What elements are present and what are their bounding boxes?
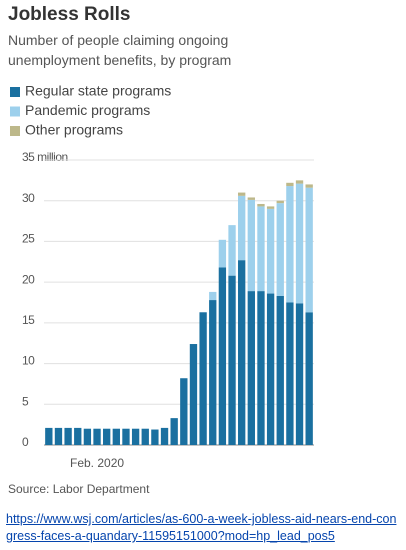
bar-segment [247,199,255,292]
bar-segment [276,295,284,445]
bar-segment [257,291,265,445]
bar-segment [112,428,120,445]
bar-segment [286,302,294,445]
bar-segment [305,184,313,188]
y-tick-label: 0 [22,435,29,449]
bar-segment [276,200,284,204]
bar-segment [247,197,255,200]
x-tick-label: Feb. 2020 [70,456,124,470]
bar-segment [54,427,63,445]
bar-segment [170,418,178,445]
bar-segment [295,180,304,184]
bar-segment [45,427,53,445]
bar-segment [228,275,236,445]
y-tick-label: 5 [22,394,29,408]
bar-segment [83,428,92,445]
bar-segment [131,428,140,445]
bar-segment [122,428,130,445]
bar-segment [257,206,265,292]
bar-segment [199,312,207,445]
bar-segment [266,293,275,445]
bar-segment [151,429,159,445]
y-tick-label: 35 million [22,150,68,164]
bar-segment [266,208,275,294]
bar-segment [218,239,227,268]
bar-segment [141,428,149,445]
y-tick-label: 15 [22,313,35,327]
bar-segment [266,206,275,209]
legend-label: Other programs [25,122,123,138]
bar-segment [305,312,313,445]
bar-segment [238,195,246,261]
chart: Source: Labor Department Regular state p… [8,83,314,496]
bar-segment [238,192,246,196]
bar-segment [103,428,111,445]
bar-segment [93,428,101,445]
legend-label: Regular state programs [25,83,171,99]
bar-segment [228,225,236,276]
bar-segment [286,186,294,303]
bar-segment [276,203,284,296]
bar-segment [295,183,304,304]
bar-segment [160,427,169,445]
legend-label: Pandemic programs [25,102,150,118]
chart-title: Jobless Rolls [8,4,131,25]
bar-segment [64,427,72,445]
y-tick-label: 20 [22,272,35,286]
source: Source: Labor Department [8,482,150,496]
bar-segment [209,291,217,301]
bar-segment [218,267,227,445]
bar-segment [180,378,188,445]
bar-segment [74,427,82,445]
bar-segment [247,291,255,445]
y-tick-label: 10 [22,354,35,368]
legend-swatch [10,126,20,136]
source-link[interactable]: https://www.wsj.com/articles/as-600-a-we… [6,512,397,543]
y-tick-label: 30 [22,191,35,205]
chart-subtitle: Number of people claiming ongoing unempl… [8,32,232,68]
bar-segment [286,182,294,187]
legend-swatch [10,106,20,117]
legend-swatch [10,87,20,97]
bar-segment [238,260,246,445]
bar-segment [209,300,217,445]
bar-segment [189,344,198,445]
bar-segment [295,303,304,445]
bar-segment [257,203,265,207]
y-tick-label: 25 [22,232,35,246]
bar-segment [305,187,313,313]
